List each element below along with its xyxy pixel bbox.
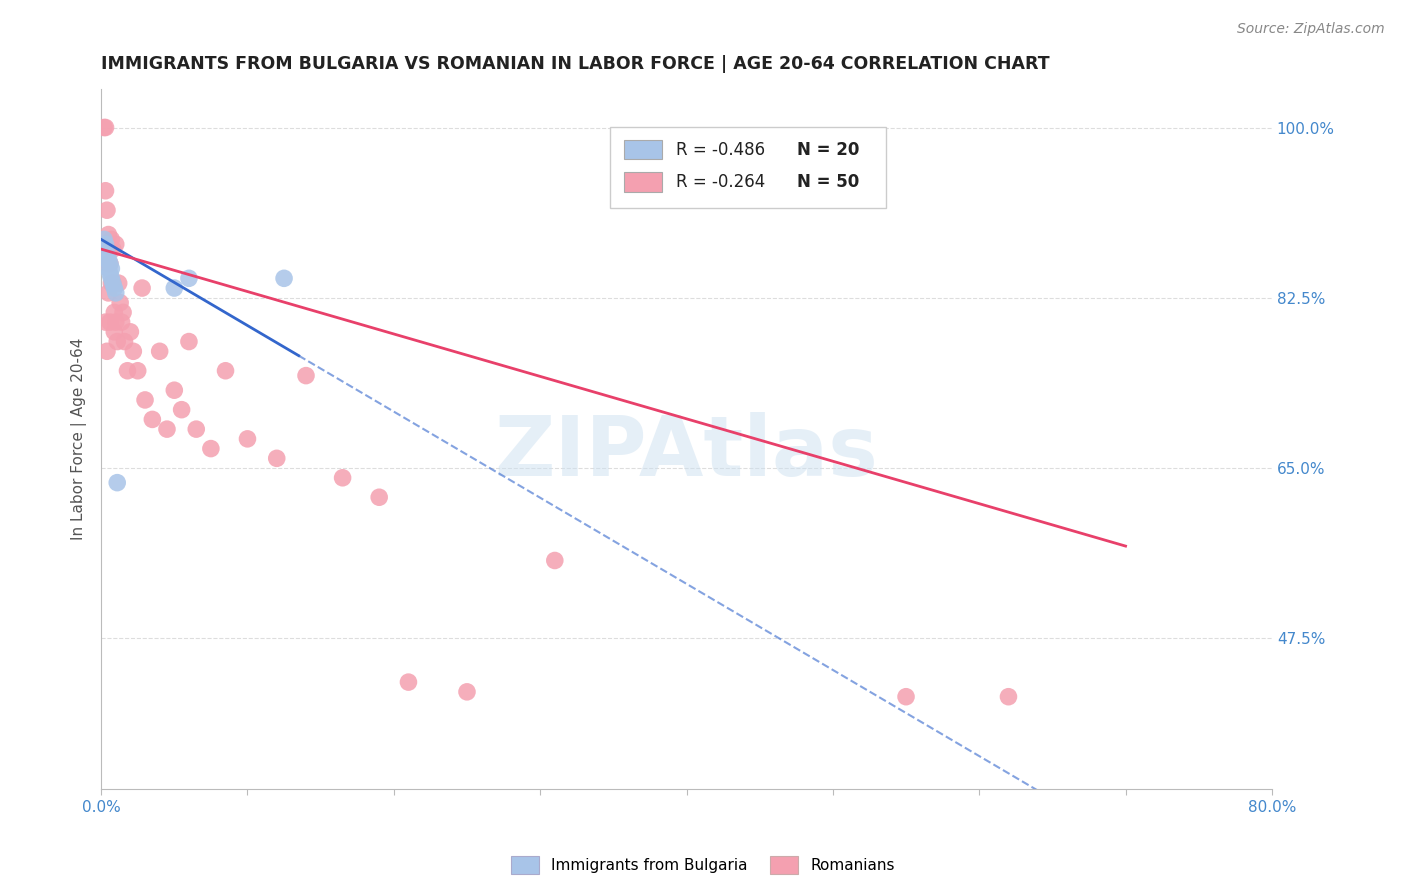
Point [266, 451, 288, 466]
Point [127, 364, 149, 378]
Point [96, 344, 118, 359]
Point [149, 344, 172, 359]
FancyBboxPatch shape [610, 128, 886, 208]
Point [107, 276, 129, 290]
Point [91, 242, 114, 256]
Point [117, 364, 139, 378]
Point [163, 281, 186, 295]
Point [368, 490, 391, 504]
Point [93, 232, 115, 246]
Text: ZIPAtlas: ZIPAtlas [495, 412, 879, 493]
Point [98, 315, 121, 329]
Point [104, 237, 127, 252]
Text: Source: ZipAtlas.com: Source: ZipAtlas.com [1237, 22, 1385, 37]
Text: IMMIGRANTS FROM BULGARIA VS ROMANIAN IN LABOR FORCE | AGE 20-64 CORRELATION CHAR: IMMIGRANTS FROM BULGARIA VS ROMANIAN IN … [101, 55, 1050, 73]
Point [131, 281, 153, 295]
Text: N = 20: N = 20 [797, 141, 859, 159]
Text: N = 50: N = 50 [797, 173, 859, 191]
Point [894, 690, 917, 704]
Point [97, 252, 120, 266]
Point [101, 242, 124, 256]
Point [200, 442, 222, 456]
Point [97, 257, 120, 271]
Point [93, 120, 115, 135]
Point [105, 334, 128, 349]
Point [94, 120, 117, 135]
Point [97, 261, 120, 276]
Point [94, 247, 117, 261]
Point [120, 325, 142, 339]
Point [97, 285, 120, 300]
Text: R = -0.486: R = -0.486 [676, 141, 765, 159]
Point [236, 432, 259, 446]
Point [108, 295, 131, 310]
Point [273, 271, 295, 285]
Point [101, 276, 124, 290]
Point [398, 675, 420, 690]
Point [544, 553, 567, 567]
Point [98, 257, 121, 271]
Point [103, 305, 125, 319]
Point [103, 281, 125, 295]
Legend: Immigrants from Bulgaria, Romanians: Immigrants from Bulgaria, Romanians [505, 850, 901, 880]
Point [104, 315, 127, 329]
Point [170, 402, 193, 417]
Point [456, 685, 478, 699]
Point [177, 334, 200, 349]
Point [100, 261, 122, 276]
Point [214, 364, 236, 378]
Point [156, 422, 179, 436]
Point [96, 252, 118, 266]
Point [96, 247, 118, 261]
Point [98, 257, 121, 271]
Point [100, 276, 122, 290]
Point [103, 325, 125, 339]
Point [134, 392, 156, 407]
Text: R = -0.264: R = -0.264 [676, 173, 765, 191]
Point [122, 344, 145, 359]
Point [104, 285, 127, 300]
Point [94, 184, 117, 198]
Point [97, 227, 120, 242]
Point [997, 690, 1019, 704]
Point [110, 315, 132, 329]
Point [163, 383, 186, 397]
Point [94, 315, 117, 329]
Point [105, 475, 128, 490]
Point [112, 305, 135, 319]
Bar [624, 140, 662, 160]
Point [114, 334, 136, 349]
Point [295, 368, 318, 383]
Point [100, 271, 122, 285]
Point [332, 471, 354, 485]
Point [177, 271, 200, 285]
Point [93, 242, 115, 256]
Point [141, 412, 163, 426]
Point [101, 276, 124, 290]
Point [186, 422, 208, 436]
Point [94, 237, 117, 252]
Point [96, 203, 118, 218]
Point [98, 267, 121, 281]
Point [100, 232, 122, 246]
Bar [624, 172, 662, 192]
Y-axis label: In Labor Force | Age 20-64: In Labor Force | Age 20-64 [72, 338, 87, 540]
